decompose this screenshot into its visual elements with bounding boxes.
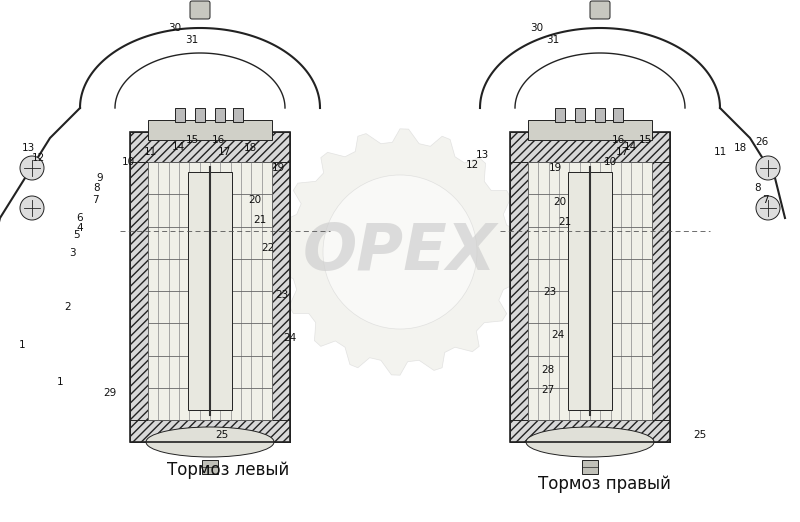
Text: 8: 8 (754, 183, 762, 193)
Bar (652, 152, 670, 442)
Text: 12: 12 (31, 153, 45, 163)
FancyBboxPatch shape (590, 1, 610, 19)
Circle shape (323, 175, 477, 329)
Text: 18: 18 (243, 143, 257, 153)
Bar (130, 420, 290, 442)
Text: 10: 10 (122, 157, 134, 167)
Text: 7: 7 (92, 195, 98, 205)
Text: 11: 11 (714, 147, 726, 157)
Text: 30: 30 (530, 23, 543, 33)
Circle shape (20, 196, 44, 220)
Text: 2: 2 (65, 302, 71, 312)
Bar (510, 420, 670, 442)
Text: 1: 1 (57, 377, 63, 387)
Text: 30: 30 (169, 23, 182, 33)
Text: 18: 18 (734, 143, 746, 153)
Circle shape (20, 156, 44, 180)
Text: 15: 15 (638, 135, 652, 145)
Text: 31: 31 (546, 35, 560, 45)
Text: 3: 3 (69, 248, 75, 258)
Text: 28: 28 (542, 365, 554, 375)
Bar (233, 108, 243, 122)
Bar (188, 172, 232, 410)
Bar (510, 132, 670, 442)
Text: 14: 14 (623, 142, 637, 152)
Circle shape (756, 196, 780, 220)
Text: 14: 14 (171, 142, 185, 152)
Text: 23: 23 (275, 290, 289, 300)
Bar (582, 460, 598, 474)
Text: 25: 25 (694, 430, 706, 440)
Bar (130, 132, 290, 162)
Text: 13: 13 (22, 143, 34, 153)
Text: 9: 9 (97, 173, 103, 183)
Text: 31: 31 (186, 35, 198, 45)
Text: 23: 23 (543, 287, 557, 297)
Bar (510, 132, 670, 162)
Text: 17: 17 (218, 147, 230, 157)
Text: 16: 16 (611, 135, 625, 145)
Text: 21: 21 (254, 215, 266, 225)
Bar (575, 108, 585, 122)
Bar (195, 108, 205, 122)
Ellipse shape (146, 427, 274, 457)
Text: 19: 19 (271, 163, 285, 173)
Text: 20: 20 (554, 197, 566, 207)
Bar (595, 108, 605, 122)
Text: 24: 24 (551, 330, 565, 340)
Text: 16: 16 (211, 135, 225, 145)
Ellipse shape (526, 427, 654, 457)
Text: 26: 26 (755, 137, 769, 147)
Text: 11: 11 (143, 147, 157, 157)
Bar (568, 172, 612, 410)
Text: 22: 22 (262, 243, 274, 253)
Bar (202, 460, 218, 474)
Bar (613, 108, 623, 122)
Text: Тормоз левый: Тормоз левый (167, 461, 289, 479)
Text: 15: 15 (186, 135, 198, 145)
Circle shape (756, 156, 780, 180)
Text: Тормоз правый: Тормоз правый (538, 475, 670, 493)
Text: 4: 4 (77, 223, 83, 233)
Text: 7: 7 (762, 195, 768, 205)
Text: 8: 8 (94, 183, 100, 193)
FancyBboxPatch shape (190, 1, 210, 19)
Text: 24: 24 (283, 333, 297, 343)
Text: 19: 19 (548, 163, 562, 173)
Bar (272, 152, 290, 442)
Bar (148, 162, 272, 420)
Text: 21: 21 (558, 217, 572, 227)
Text: 25: 25 (215, 430, 229, 440)
Bar (215, 108, 225, 122)
Bar (528, 120, 652, 140)
Bar (130, 152, 148, 442)
Text: 29: 29 (103, 388, 117, 398)
Text: 13: 13 (475, 150, 489, 160)
Polygon shape (278, 129, 522, 375)
Bar (555, 108, 565, 122)
Text: 17: 17 (615, 147, 629, 157)
Text: 20: 20 (249, 195, 262, 205)
Bar (148, 120, 272, 140)
Bar (510, 152, 528, 442)
Bar (175, 108, 185, 122)
Text: OPEX: OPEX (303, 221, 497, 283)
Text: 5: 5 (74, 230, 80, 240)
Bar (528, 162, 652, 420)
Bar (130, 132, 290, 442)
Text: 27: 27 (542, 385, 554, 395)
Text: 1: 1 (18, 340, 26, 350)
Text: 12: 12 (466, 160, 478, 170)
Text: 6: 6 (77, 213, 83, 223)
Text: 10: 10 (603, 157, 617, 167)
